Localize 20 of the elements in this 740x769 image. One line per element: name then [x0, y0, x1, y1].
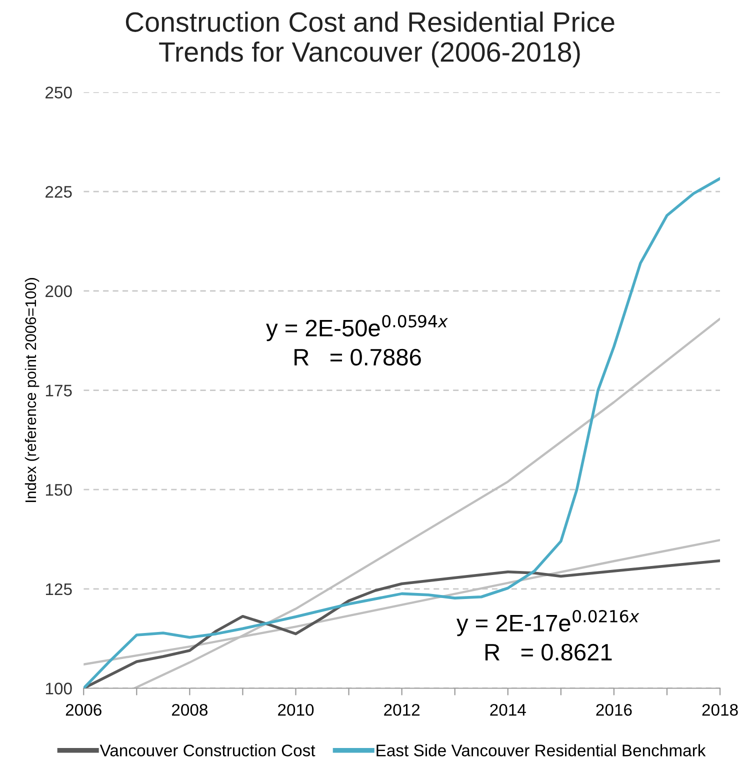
y-tick-label: 225 — [46, 186, 72, 198]
y-tick-label: 175 — [46, 384, 72, 396]
text: y = 2E-50e$^{0.0594x}$ R = 0.7886 — [266, 314, 448, 366]
x-tick-label: 2006 — [66, 704, 102, 716]
x-tick-label: 2010 — [278, 704, 314, 716]
y-tick-label: 125 — [46, 583, 72, 596]
chart-title: Construction Cost and Residential Price Trends for Vancouver (2006-2018) — [126, 12, 614, 68]
x-tick-label: 2008 — [172, 704, 208, 716]
x-tick-label: 2016 — [596, 704, 632, 716]
legend-label: Vancouver Construction Cost — [100, 744, 316, 756]
legend-label: East Side Vancouver Residential Benchmark — [376, 744, 706, 756]
text: y = 2E-17e$^{0.0216x}$ R = 0.8621 — [456, 610, 640, 661]
y-tick-label: 100 — [46, 682, 72, 694]
y-tick-label: 200 — [46, 285, 72, 298]
x-tick-label: 2012 — [384, 704, 420, 716]
x-tick-label: 2018 — [702, 704, 738, 716]
x-tick-label: 2014 — [490, 704, 526, 716]
y-axis-title: Index (reference point 2006=100) — [24, 278, 40, 502]
y-tick-label: 150 — [46, 484, 72, 496]
y-tick-label: 250 — [46, 86, 72, 98]
